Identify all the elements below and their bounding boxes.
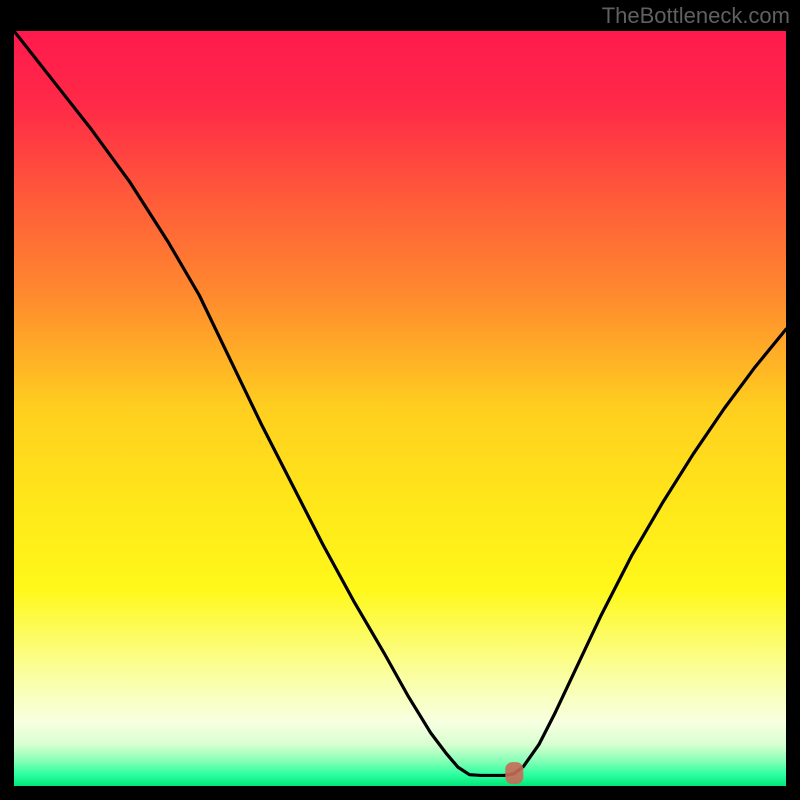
min-point-marker <box>505 762 523 784</box>
gradient-background <box>14 31 786 786</box>
watermark-label: TheBottleneck.com <box>602 3 790 29</box>
plot-area <box>14 31 786 786</box>
plot-svg <box>14 31 786 786</box>
